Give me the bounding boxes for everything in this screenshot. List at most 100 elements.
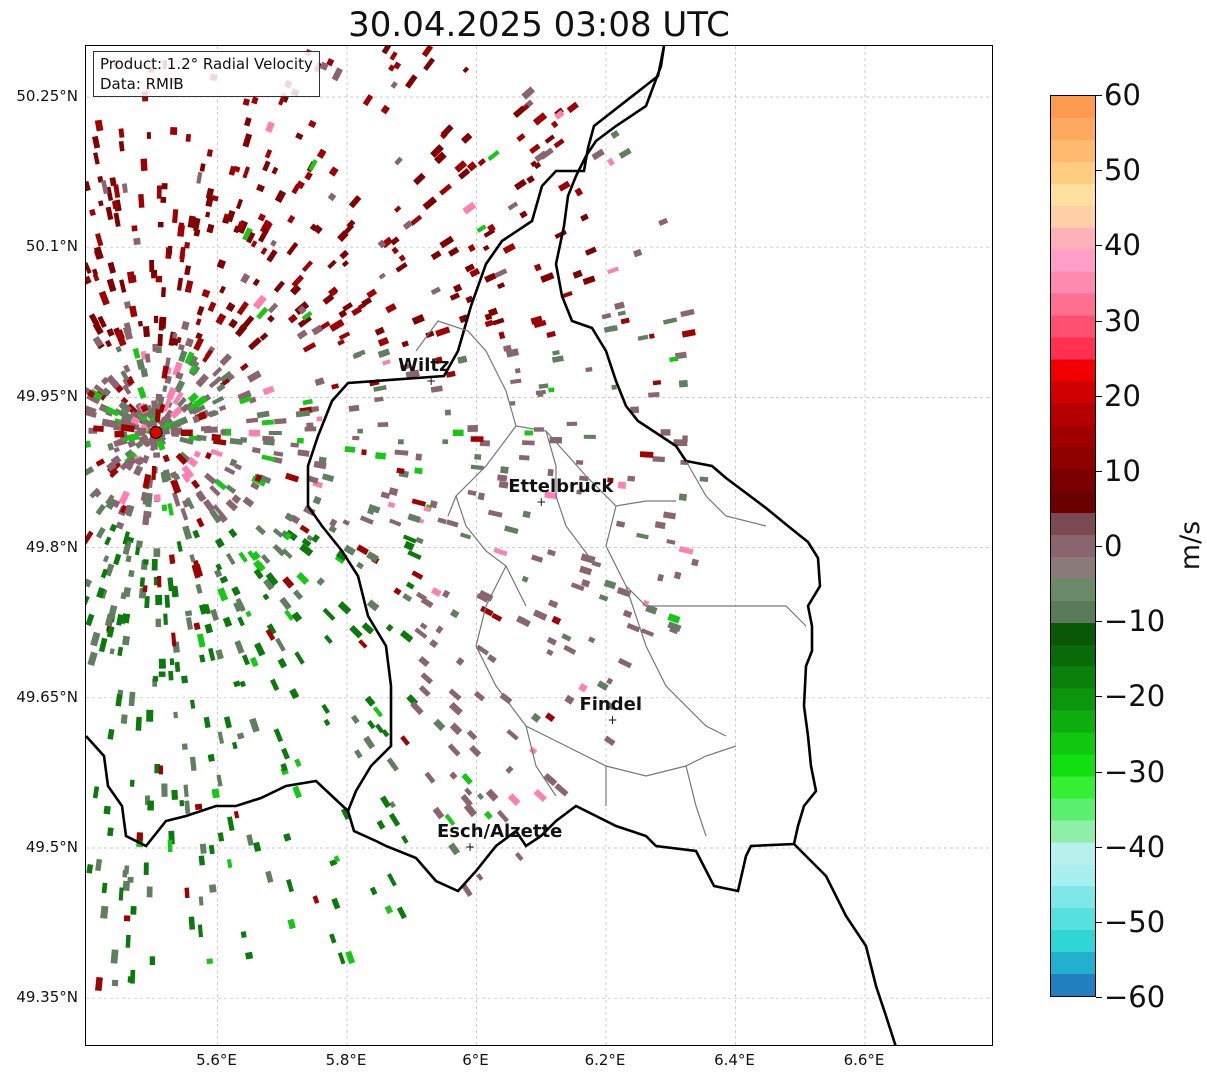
echo-pixel [425,330,435,339]
echo-pixel [122,880,131,892]
echo-pixel [122,531,131,545]
echo-pixel [116,613,124,626]
echo-pixel [253,841,262,853]
country-border [306,46,822,893]
echo-pixel [532,609,548,621]
echo-pixel [153,315,159,323]
echo-pixel [570,582,585,592]
echo-pixel [603,325,617,333]
echo-pixel [563,644,577,655]
echo-pixel [151,558,158,571]
echo-pixel [184,887,190,899]
echo-pixel [254,642,266,657]
echo-pixel [245,951,254,960]
echo-pixel [155,618,162,628]
echo-pixel [396,906,407,920]
echo-pixel [114,430,125,438]
echo-pixel [166,386,177,400]
echo-pixel [342,519,350,526]
echo-pixel [226,859,233,869]
echo-pixel [482,244,490,252]
echo-pixel [97,315,107,328]
echo-pixel [306,475,319,484]
echo-pixel [139,577,146,588]
echo-pixel [654,521,666,530]
echo-pixel [678,379,688,388]
echo-pixel [424,771,436,784]
echo-pixel [502,344,512,352]
echo-pixel [302,342,317,353]
echo-pixel [345,950,356,965]
echo-pixel [374,326,385,336]
echo-pixel [193,217,201,232]
echo-pixel [669,356,679,363]
echo-pixel [124,504,132,515]
echo-pixel [440,124,454,138]
echo-pixel [195,332,203,340]
echo-pixel [162,385,168,393]
echo-pixel [208,376,223,389]
echo-pixel [627,475,636,482]
echo-pixel [296,437,304,444]
echo-pixel [179,246,186,260]
echo-pixel [493,268,508,279]
echo-pixel [105,206,114,221]
echo-pixel [369,886,378,896]
echo-pixel [430,286,441,296]
echo-pixel [289,688,300,700]
echo-pixel [132,347,141,359]
echo-pixel [250,240,258,248]
echo-pixel [464,787,473,796]
echo-pixel [464,263,475,273]
echo-pixel [460,132,473,144]
echo-pixel [212,366,223,377]
echo-pixel [92,273,100,282]
echo-pixel [170,478,182,494]
echo-pixel [219,353,233,366]
echo-pixel [134,440,144,449]
echo-pixel [93,246,104,260]
echo-pixel [388,487,399,496]
echo-pixel [616,587,632,598]
echo-pixel [95,858,103,872]
country-border-west [86,735,349,848]
echo-pixel [502,243,516,254]
echo-pixel [135,716,142,731]
echo-pixel [226,210,236,223]
colorbar-tick-mark [1096,395,1102,397]
colorbar-tick-mark [1096,170,1102,172]
echo-pixel [667,621,682,632]
echo-pixel [204,623,214,634]
colorbar-tick-label: −30 [1104,754,1166,789]
echo-pixel [331,67,343,82]
echo-pixel [329,287,338,296]
echo-pixel [122,540,132,556]
echo-pixel [158,403,166,414]
echo-pixel [234,324,248,338]
echo-pixel [260,554,271,565]
echo-pixel [507,201,519,211]
echo-pixel [225,302,236,313]
echo-pixel [617,657,633,669]
radar-map[interactable] [85,45,993,1046]
echo-pixel [476,593,489,603]
echo-pixel [658,217,669,226]
echo-pixel [397,439,404,445]
echo-pixel [476,224,487,233]
echo-pixel [584,246,597,256]
echo-pixel [95,526,106,539]
echo-pixel [286,241,299,256]
echo-pixel [281,747,290,760]
y-tick-label: 49.5°N [25,838,78,856]
echo-pixel [144,595,150,609]
echo-pixel [107,442,115,451]
echo-pixel [521,86,536,100]
echo-pixel [118,140,125,152]
echo-pixel [361,622,375,635]
echo-pixel [236,301,249,316]
echo-pixel [156,185,162,199]
echo-pixel [180,507,189,521]
echo-pixel [120,370,130,382]
echo-pixel [388,64,396,72]
echo-pixel [429,639,439,649]
